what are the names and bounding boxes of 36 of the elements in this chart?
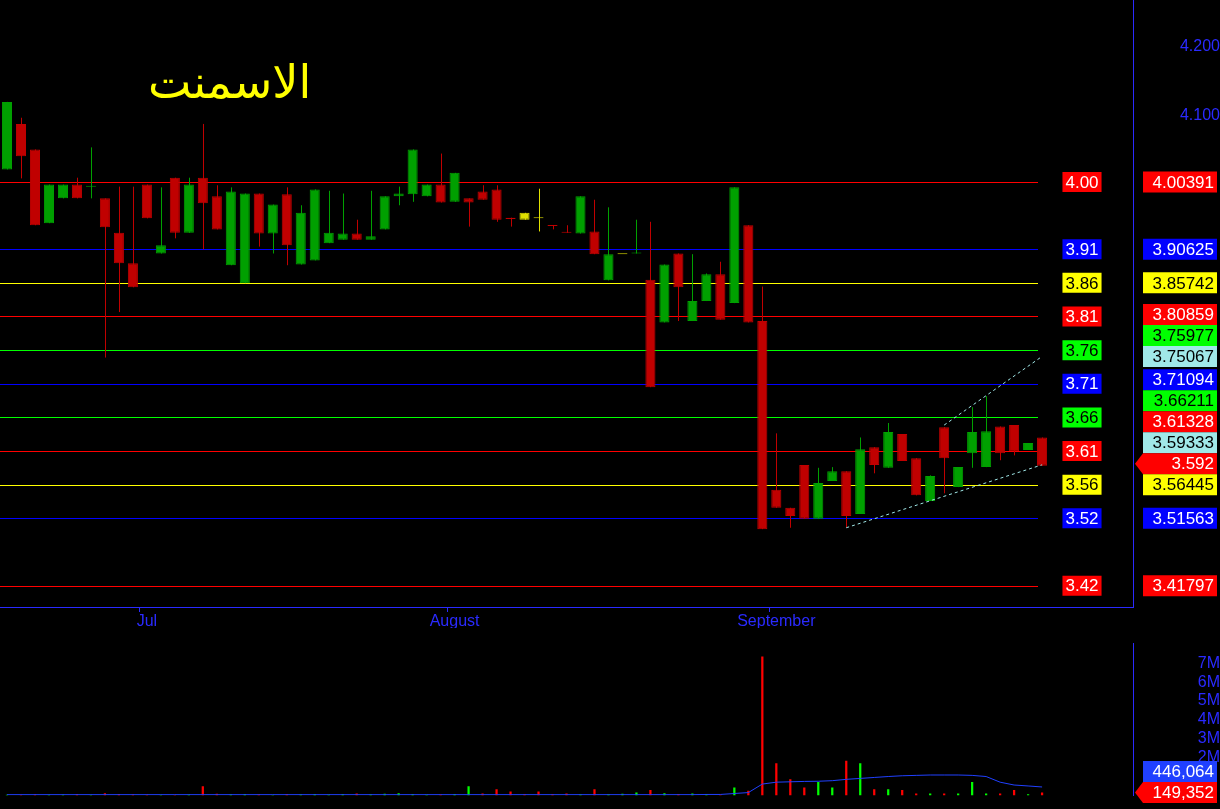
y-tick-label: 4.100 bbox=[1179, 106, 1220, 124]
ref-line-label: 3.91 bbox=[1065, 239, 1099, 259]
ref-line-label: 3.61 bbox=[1065, 441, 1099, 461]
y-tick-label: 5M bbox=[1197, 691, 1220, 709]
ref-line-label: 3.42 bbox=[1065, 576, 1099, 596]
text: 3.75067 bbox=[1152, 347, 1214, 367]
text: 3.41797 bbox=[1152, 576, 1214, 596]
text: 149,352 bbox=[1152, 783, 1214, 803]
text: 3.85742 bbox=[1152, 273, 1214, 293]
y-tick-label: 3M bbox=[1197, 729, 1220, 747]
text: 3.61328 bbox=[1152, 412, 1214, 432]
ref-line-label: 3.76 bbox=[1065, 340, 1099, 360]
text: 3.56445 bbox=[1152, 475, 1214, 495]
x-tick-label: Jul bbox=[136, 612, 158, 630]
ref-line-label: 3.81 bbox=[1065, 307, 1099, 327]
text: 3.80859 bbox=[1152, 305, 1214, 325]
ref-line-label: 3.66 bbox=[1065, 408, 1099, 428]
y-tick-label: 4.200 bbox=[1179, 37, 1220, 55]
y-tick-label: 6M bbox=[1197, 672, 1220, 690]
text: الاسمنت bbox=[148, 55, 312, 109]
text: 3.51563 bbox=[1152, 509, 1214, 529]
y-tick-label: 7M bbox=[1197, 653, 1220, 671]
ref-line-label: 3.52 bbox=[1065, 509, 1099, 529]
text: 3.71094 bbox=[1152, 370, 1214, 390]
ref-line-label: 3.71 bbox=[1065, 374, 1099, 394]
text: 3.66211 bbox=[1153, 391, 1214, 411]
text: 446,064 bbox=[1152, 762, 1214, 782]
ref-line-label: 3.56 bbox=[1065, 475, 1099, 495]
text: 3.592 bbox=[1171, 454, 1214, 474]
ref-line-label: 3.86 bbox=[1065, 273, 1099, 293]
y-tick-label: 4M bbox=[1197, 710, 1220, 728]
text: 4.00391 bbox=[1152, 172, 1214, 192]
ref-line-label: 4.00 bbox=[1065, 172, 1099, 192]
text: 3.75977 bbox=[1152, 326, 1214, 346]
text: 3.90625 bbox=[1152, 239, 1214, 259]
text: 3.59333 bbox=[1152, 433, 1214, 453]
